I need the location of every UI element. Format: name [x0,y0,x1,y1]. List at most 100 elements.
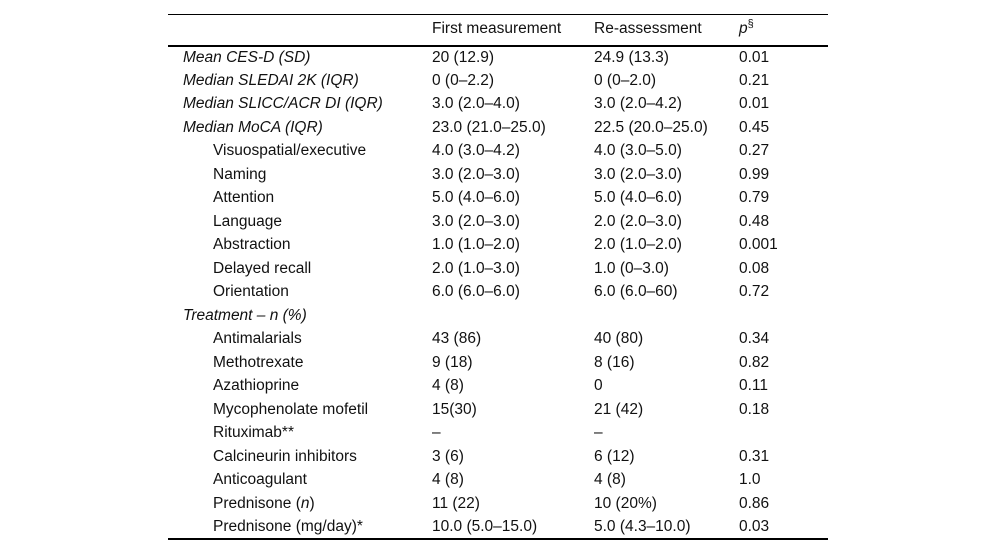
first-measurement-value: 20 (12.9) [432,48,495,66]
re-assessment-value [592,304,737,328]
re-assessment-value: 24.9 (13.3) [594,48,669,66]
table-row: Mean CES-D (SD) 20 (12.9) 24.9 (13.3) 0.01 [168,46,828,70]
re-assessment-value: 0 (0–2.0) [594,71,657,89]
table-row: Calcineurin inhibitors 3 (6) 6 (12) 0.31 [168,445,828,469]
re-assessment-value: – [594,424,603,442]
row-label: Orientation [213,283,289,301]
re-assessment-value: 1.0 (0–3.0) [594,259,669,277]
first-measurement-value: 11 (22) [432,494,480,512]
re-assessment-value: 4.0 (3.0–5.0) [594,142,682,160]
row-label: Median SLICC/ACR DI (IQR) [183,95,383,113]
first-measurement-value: 3.0 (2.0–3.0) [432,165,520,183]
table-row: Mycophenolate mofetil 15(30) 21 (42) 0.18 [168,398,828,422]
row-label: Anticoagulant [213,471,307,489]
table-row: Attention 5.0 (4.0–6.0) 5.0 (4.0–6.0) 0.79 [168,187,828,211]
first-measurement-value: 2.0 (1.0–3.0) [432,259,520,277]
table-row: Methotrexate 9 (18) 8 (16) 0.82 [168,351,828,375]
table-row: Delayed recall 2.0 (1.0–3.0) 1.0 (0–3.0) 0.… [168,257,828,281]
row-label: Methotrexate [213,353,304,371]
p-value: 0.01 [739,48,770,66]
p-value: 0.03 [739,517,770,535]
re-assessment-value: 10 (20%) [594,494,657,512]
re-assessment-value: 3.0 (2.0–3.0) [594,165,682,183]
p-value: 0.18 [739,400,770,418]
first-measurement-value: 4 (8) [432,377,464,395]
row-label: Prednisone (n) [213,494,315,512]
re-assessment-value: 22.5 (20.0–25.0) [594,118,708,136]
p-value: 0.34 [739,330,770,348]
header-re-assessment: Re-assessment [592,14,737,47]
table-row: Median MoCA (IQR) 23.0 (21.0–25.0) 22.5 (2… [168,116,828,140]
p-value: 0.11 [739,377,769,395]
row-label: Abstraction [213,236,291,254]
header-empty-cell [168,14,430,47]
header-p-value: p§ [737,14,828,47]
first-measurement-value: 43 (86) [432,330,482,348]
p-value [737,422,828,446]
table-row: Antimalarials 43 (86) 40 (80) 0.34 [168,328,828,352]
row-label: Delayed recall [213,259,312,277]
table-row: Prednisone (mg/day)* 10.0 (5.0–15.0) 5.0 (… [168,516,828,540]
table-row: Median SLEDAI 2K (IQR) 0 (0–2.2) 0 (0–2.0)… [168,69,828,93]
p-value: 0.99 [739,165,770,183]
re-assessment-value: 5.0 (4.3–10.0) [594,517,691,535]
p-symbol: p [739,19,748,37]
row-label: Mycophenolate mofetil [213,400,369,418]
header-first-measurement: First measurement [430,14,592,47]
first-measurement-value: 3.0 (2.0–3.0) [432,212,520,230]
row-label: Antimalarials [213,330,302,348]
first-measurement-value: 5.0 (4.0–6.0) [432,189,520,207]
row-label: Visuospatial/executive [213,142,367,160]
table-row: Visuospatial/executive 4.0 (3.0–4.2) 4.0 (… [168,140,828,164]
p-value: 0.01 [739,95,770,113]
row-label: Attention [213,189,275,207]
first-measurement-value [430,304,592,328]
re-assessment-value: 5.0 (4.0–6.0) [594,189,682,207]
first-measurement-value: 1.0 (1.0–2.0) [432,236,520,254]
table-body: Mean CES-D (SD) 20 (12.9) 24.9 (13.3) 0.01 M… [168,46,828,540]
first-measurement-value: – [432,424,441,442]
header-row: First measurement Re-assessment p§ [168,14,828,47]
re-assessment-value: 40 (80) [594,330,644,348]
table-row: Prednisone (n) 11 (22) 10 (20%) 0.86 [168,492,828,516]
p-value: 0.31 [739,447,770,465]
re-assessment-value: 3.0 (2.0–4.2) [594,95,682,113]
row-label: Median MoCA (IQR) [183,118,323,136]
re-assessment-value: 2.0 (2.0–3.0) [594,212,682,230]
p-value: 0.45 [739,118,770,136]
p-value [737,304,828,328]
re-assessment-value: 8 (16) [594,353,635,371]
row-label: Calcineurin inhibitors [213,447,357,465]
row-label: Language [213,212,282,230]
re-assessment-value: 4 (8) [594,471,626,489]
first-measurement-value: 3.0 (2.0–4.0) [432,95,520,113]
table-row: Rituximab** – – [168,422,828,446]
section-mark: § [747,17,754,30]
p-value: 0.001 [739,236,778,254]
row-label: Mean CES-D (SD) [183,48,311,66]
re-assessment-value: 2.0 (1.0–2.0) [594,236,682,254]
first-measurement-value: 10.0 (5.0–15.0) [432,517,538,535]
first-measurement-value: 9 (18) [432,353,473,371]
p-value: 0.79 [739,189,770,207]
first-measurement-value: 15(30) [432,400,477,418]
first-measurement-value: 3 (6) [432,447,464,465]
table-row: Anticoagulant 4 (8) 4 (8) 1.0 [168,469,828,493]
table-row: Abstraction 1.0 (1.0–2.0) 2.0 (1.0–2.0) 0.0… [168,234,828,258]
p-value: 0.72 [739,283,770,301]
row-label: Naming [213,165,267,183]
table-row: Treatment – n (%) [168,304,828,328]
re-assessment-value: 0 [594,377,603,395]
p-value: 0.27 [739,142,770,160]
table-row: Naming 3.0 (2.0–3.0) 3.0 (2.0–3.0) 0.99 [168,163,828,187]
first-measurement-value: 0 (0–2.2) [432,71,495,89]
first-measurement-value: 4 (8) [432,471,464,489]
p-value: 0.08 [739,259,770,277]
p-value: 0.82 [739,353,770,371]
re-assessment-value: 6.0 (6.0–60) [594,283,678,301]
re-assessment-value: 21 (42) [594,400,644,418]
row-label: Median SLEDAI 2K (IQR) [183,71,359,89]
row-label: Prednisone (mg/day)* [213,517,363,535]
first-measurement-value: 4.0 (3.0–4.2) [432,142,520,160]
